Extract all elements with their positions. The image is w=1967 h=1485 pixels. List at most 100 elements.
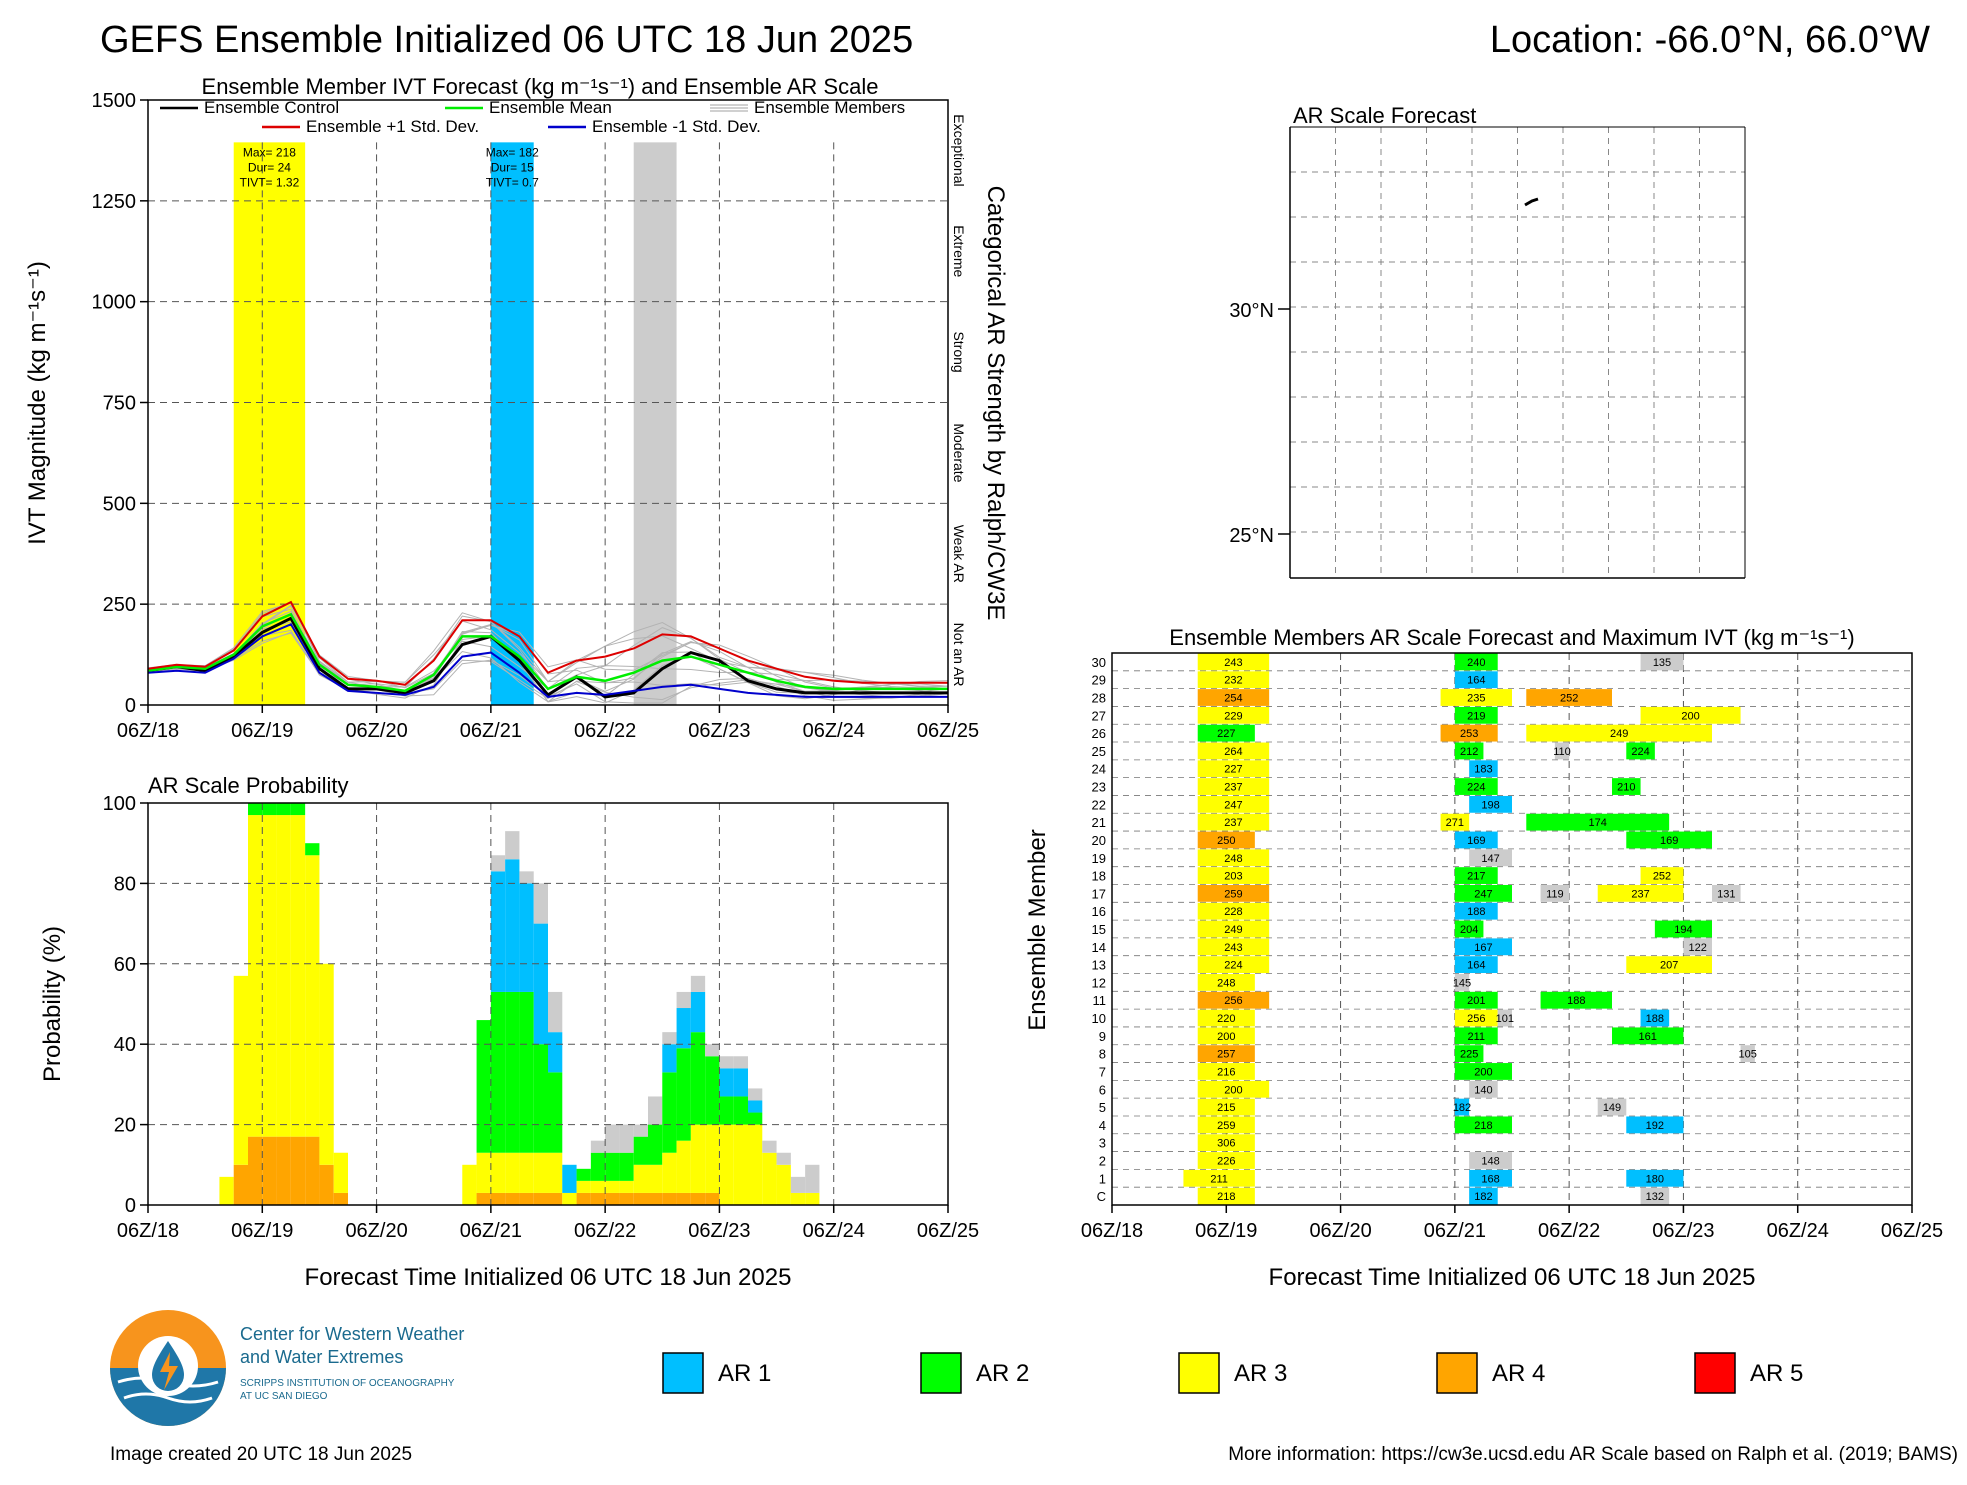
member-event-max: 211 bbox=[1210, 1173, 1228, 1185]
member-event-max: 248 bbox=[1217, 977, 1235, 989]
probability-bar-ar2 bbox=[476, 1020, 491, 1153]
legend-box-label: AR 5 bbox=[1750, 1360, 1803, 1387]
figure-title: GEFS Ensemble Initialized 06 UTC 18 Jun … bbox=[100, 19, 913, 61]
probability-bar-ar4 bbox=[619, 1192, 634, 1205]
ivt-y-tick-label: 750 bbox=[103, 393, 136, 415]
member-event-max: 183 bbox=[1474, 764, 1492, 776]
member-row-label: 25 bbox=[1092, 744, 1106, 759]
probability-x-tick-label: 06Z/23 bbox=[688, 1220, 750, 1242]
member-event-bar bbox=[1183, 1169, 1255, 1187]
probability-bar-ar3 bbox=[519, 1152, 534, 1193]
member-event-max: 149 bbox=[1603, 1102, 1621, 1114]
map-graticule bbox=[1290, 127, 1745, 578]
legend-background bbox=[150, 101, 936, 142]
member-event-bars: 243 240 135 232 164 254 235 252 229 219 200 227 253 2… bbox=[1183, 653, 1757, 1205]
member-event-bar bbox=[1626, 1116, 1684, 1134]
probability-bar-ar3 bbox=[476, 1152, 491, 1193]
probability-bar-gray bbox=[519, 871, 534, 884]
probability-x-tick-label: 06Z/25 bbox=[917, 1220, 979, 1242]
member-event-max: 203 bbox=[1224, 871, 1242, 883]
probability-bar-ar2 bbox=[648, 1124, 663, 1165]
member-row-label: 7 bbox=[1099, 1064, 1106, 1079]
ar-category-label: Exceptional bbox=[951, 114, 967, 186]
legend-box-swatch bbox=[662, 1352, 704, 1394]
member-event-max: 227 bbox=[1217, 728, 1235, 740]
probability-x-tick-label: 06Z/19 bbox=[231, 1220, 293, 1242]
probability-bar-ar1 bbox=[662, 1044, 677, 1073]
probability-bar-gray bbox=[548, 991, 563, 1033]
member-event-bar bbox=[1454, 956, 1498, 974]
member-event-max: 256 bbox=[1467, 1013, 1485, 1025]
probability-bar-gray bbox=[762, 1140, 777, 1153]
member-event-bar bbox=[1197, 1098, 1255, 1116]
member-event-max: 148 bbox=[1481, 1155, 1499, 1167]
probability-bar-ar3 bbox=[576, 1180, 591, 1193]
ivt-x-tick-label: 06Z/25 bbox=[917, 720, 979, 742]
member-event-bar bbox=[1454, 867, 1498, 884]
probability-y-tick-label: 60 bbox=[114, 954, 136, 976]
probability-bar-ar4 bbox=[490, 1192, 506, 1205]
legend-entry: Ensemble -1 Std. Dev. bbox=[592, 117, 761, 136]
probability-bar-ar3 bbox=[333, 1152, 348, 1193]
member-event-max: 188 bbox=[1567, 995, 1585, 1007]
member-event-max: 200 bbox=[1224, 1084, 1242, 1096]
probability-bar-ar1 bbox=[676, 1008, 691, 1049]
ivt-x-tick-label: 06Z/19 bbox=[231, 720, 293, 742]
ivt-x-tick-label: 06Z/20 bbox=[345, 720, 407, 742]
member-event-max: 131 bbox=[1717, 888, 1735, 900]
member-event-bar bbox=[1197, 867, 1270, 884]
probability-bar-ar1 bbox=[490, 871, 506, 992]
member-event-bar bbox=[1454, 706, 1498, 724]
series-line-1 bbox=[147, 612, 948, 693]
member-event-bar bbox=[1197, 813, 1270, 831]
probability-bar-ar4 bbox=[605, 1192, 620, 1205]
member-event-max: 232 bbox=[1224, 675, 1242, 687]
member-event-max: 249 bbox=[1224, 924, 1242, 936]
probability-bar-ar3 bbox=[619, 1180, 634, 1193]
probability-bar-ar3 bbox=[690, 1124, 706, 1193]
legend-box-swatch bbox=[920, 1352, 962, 1394]
member-event-max: 254 bbox=[1224, 693, 1242, 705]
member-event-bar bbox=[1612, 1027, 1684, 1045]
member-event-max: 122 bbox=[1689, 942, 1707, 954]
ivt-event-label: Dur= 15 bbox=[491, 160, 534, 174]
probability-bar-gray bbox=[733, 1056, 748, 1069]
member-event-max: 240 bbox=[1467, 657, 1485, 669]
probability-bar-ar3 bbox=[790, 1192, 806, 1205]
probability-bar-ar3 bbox=[648, 1164, 663, 1193]
ivt-event-label: Max= 182 bbox=[486, 145, 539, 159]
member-row-label: C bbox=[1097, 1189, 1106, 1204]
member-event-max: 218 bbox=[1474, 1120, 1492, 1132]
member-event-max: 215 bbox=[1217, 1102, 1235, 1114]
probability-bar-ar2 bbox=[576, 1168, 591, 1181]
member-event-bar bbox=[1454, 920, 1484, 938]
legend-box-label: AR 3 bbox=[1234, 1360, 1287, 1387]
member-x-tick-label: 06Z/25 bbox=[1881, 1220, 1943, 1242]
member-row-label: 16 bbox=[1092, 904, 1106, 919]
member-event-max: 212 bbox=[1460, 746, 1478, 758]
member-event-bar bbox=[1540, 884, 1570, 902]
probability-bar-ar4 bbox=[248, 1136, 263, 1205]
member-event-bar bbox=[1440, 813, 1470, 831]
member-event-max: 210 bbox=[1617, 782, 1635, 794]
member-event-bar bbox=[1469, 1187, 1498, 1205]
ivt-y-tick-label: 1250 bbox=[92, 191, 137, 213]
member-event-max: 188 bbox=[1646, 1013, 1664, 1025]
probability-y-axis-label: Probability (%) bbox=[39, 926, 66, 1082]
member-row-label: 14 bbox=[1092, 940, 1106, 955]
probability-bar-ar3 bbox=[276, 815, 291, 1137]
probability-bar-ar2 bbox=[505, 991, 520, 1153]
member-event-bar bbox=[1454, 884, 1512, 902]
member-x-tick-label: 06Z/23 bbox=[1652, 1220, 1714, 1242]
member-event-bar bbox=[1454, 991, 1498, 1009]
logo-line-3: SCRIPPS INSTITUTION OF OCEANOGRAPHY bbox=[240, 1378, 455, 1389]
probability-bar-gray bbox=[705, 1044, 720, 1057]
member-event-max: 164 bbox=[1467, 675, 1485, 687]
map-panel-title: AR Scale Forecast bbox=[1293, 103, 1476, 128]
probability-bar-ar1 bbox=[748, 1100, 763, 1113]
location-label: Location: -66.0°N, 66.0°W bbox=[1490, 19, 1930, 61]
probability-bar-ar3 bbox=[490, 1152, 506, 1193]
probability-bar-gray bbox=[676, 991, 691, 1009]
member-event-bar bbox=[1640, 1187, 1670, 1205]
ivt-event-band bbox=[490, 142, 534, 706]
